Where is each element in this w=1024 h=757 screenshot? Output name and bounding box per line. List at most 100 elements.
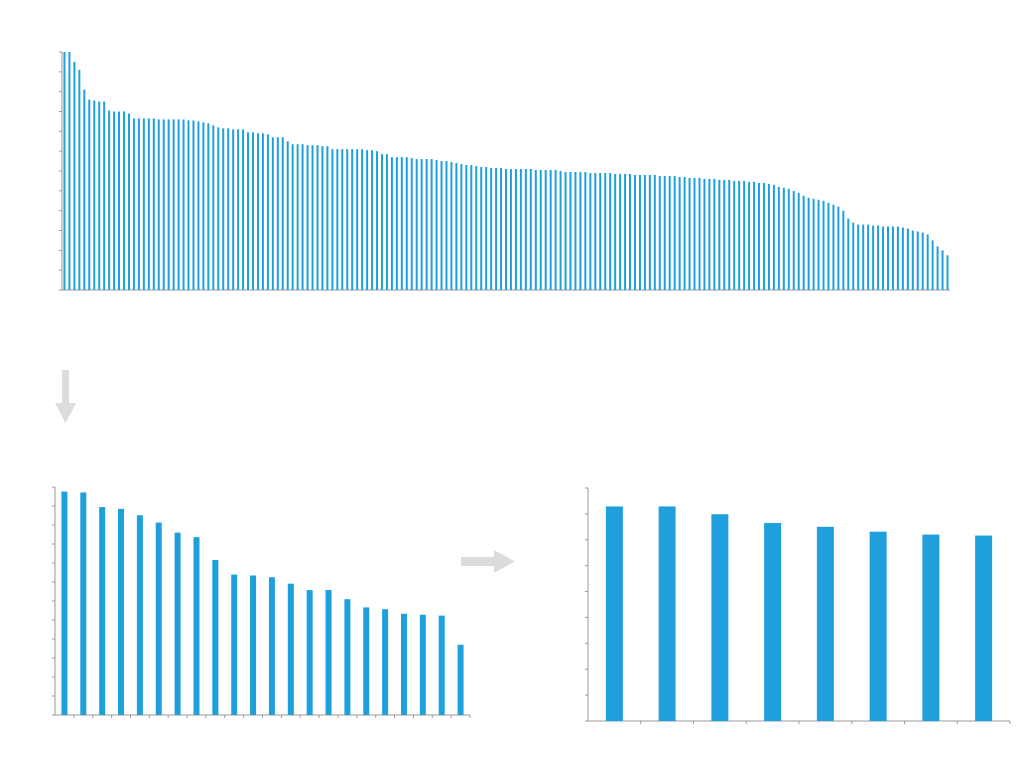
bar <box>842 210 845 290</box>
bar <box>400 613 407 715</box>
bar <box>251 132 254 290</box>
bar <box>250 575 257 715</box>
bar <box>802 195 805 290</box>
bar <box>922 534 940 721</box>
bar <box>782 187 785 290</box>
bar <box>514 169 517 290</box>
bar <box>217 127 220 291</box>
bar <box>658 175 661 290</box>
bar <box>382 609 389 715</box>
bar <box>869 531 887 721</box>
bar <box>728 179 731 291</box>
bar <box>753 181 756 290</box>
bar <box>296 144 299 290</box>
bar <box>390 157 393 290</box>
bar <box>817 199 820 290</box>
bar <box>286 141 289 290</box>
bar <box>604 172 607 290</box>
bar <box>748 181 751 290</box>
bar <box>137 118 140 290</box>
bar <box>341 149 344 290</box>
bar <box>222 128 225 290</box>
bar <box>242 129 245 290</box>
bar <box>797 192 800 290</box>
bar <box>155 522 162 715</box>
bar <box>435 160 438 290</box>
bar <box>529 169 532 290</box>
bar <box>816 526 834 721</box>
bar <box>212 125 215 290</box>
bar <box>174 532 181 715</box>
bar <box>812 198 815 290</box>
bar <box>718 179 721 291</box>
bar <box>231 574 238 715</box>
bar <box>197 121 200 290</box>
bar <box>455 163 458 290</box>
bar <box>326 146 329 290</box>
bar <box>193 537 200 715</box>
bar <box>108 110 111 290</box>
bar <box>975 535 993 721</box>
arrow-right-icon <box>461 550 515 573</box>
bar <box>98 101 101 290</box>
bar <box>743 180 746 290</box>
bar <box>807 197 810 290</box>
bar <box>872 225 875 290</box>
bar <box>136 515 143 715</box>
bar <box>599 172 602 290</box>
bar <box>356 149 359 290</box>
bar <box>470 165 473 290</box>
bar <box>331 149 334 290</box>
bar <box>485 167 488 290</box>
bar <box>862 224 865 290</box>
bar <box>733 180 736 290</box>
bar <box>187 120 190 291</box>
bar <box>425 159 428 290</box>
bar <box>777 186 780 290</box>
bar <box>88 99 91 290</box>
bar <box>118 111 121 290</box>
bar <box>713 178 716 290</box>
bar <box>371 150 374 290</box>
bar <box>232 129 235 290</box>
bar <box>266 134 269 290</box>
bar <box>668 175 671 290</box>
bar <box>579 171 582 290</box>
bar <box>847 218 850 290</box>
bar <box>73 61 76 290</box>
bar <box>678 176 681 290</box>
bar <box>683 176 686 290</box>
bar <box>524 169 527 290</box>
bar <box>395 157 398 290</box>
bar <box>450 162 453 290</box>
bar <box>505 169 507 290</box>
bar <box>202 122 205 290</box>
bar <box>167 119 170 291</box>
bar <box>268 577 275 715</box>
bar <box>767 183 770 290</box>
flow-arrows <box>55 370 515 573</box>
bar <box>569 171 572 290</box>
bar <box>61 491 68 715</box>
bar <box>182 119 185 291</box>
bar <box>698 177 701 290</box>
bar <box>351 149 354 290</box>
bar <box>113 111 116 290</box>
bar <box>376 151 379 290</box>
bar <box>941 250 944 290</box>
bar <box>162 119 165 291</box>
bar <box>346 149 349 290</box>
bar <box>495 168 498 290</box>
bar <box>832 204 835 290</box>
bar <box>410 158 413 290</box>
bar <box>490 168 493 290</box>
bar <box>589 172 592 290</box>
bar <box>306 590 313 715</box>
bar <box>648 174 651 290</box>
bar <box>157 119 160 291</box>
bar <box>281 137 284 290</box>
bar <box>237 129 240 290</box>
bar <box>891 226 894 290</box>
